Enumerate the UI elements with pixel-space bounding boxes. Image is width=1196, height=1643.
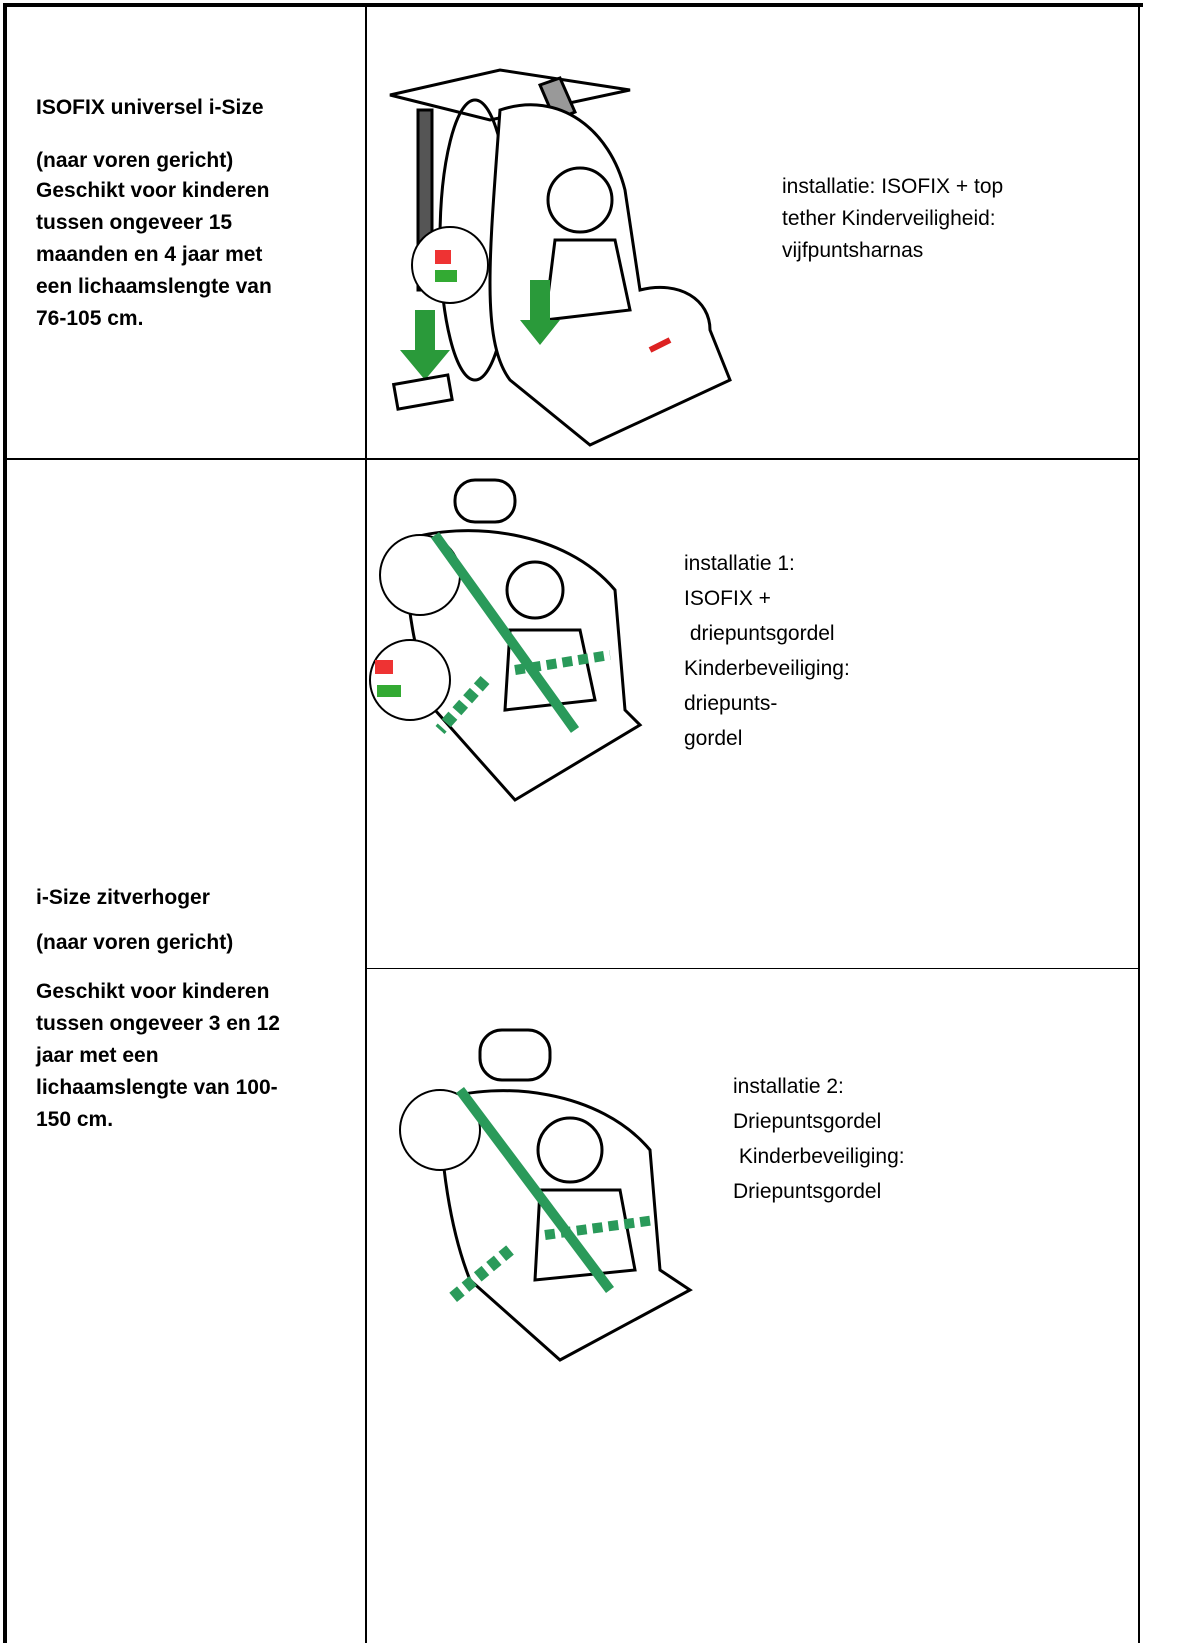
installation-line: driepuntsgordel (684, 622, 835, 645)
description-line: jaar met een (36, 1044, 159, 1067)
installation-line: ISOFIX + (684, 587, 771, 610)
installation-line: installatie 1: (684, 552, 795, 575)
installation-line: Kinderbeveiliging: (684, 657, 850, 680)
installation-line: installatie 2: (733, 1075, 844, 1098)
title: ISOFIX universel i-Size (36, 96, 264, 119)
description: Geschikt voor kinderen tussen ongeveer 3 … (36, 976, 280, 1136)
installation-line: driepunts- (684, 692, 778, 715)
installation-line: Driepuntsgordel (733, 1110, 882, 1133)
row-title: ISOFIX universel i-Size (36, 92, 264, 124)
installation-line: gordel (684, 727, 743, 750)
description-line: maanden en 4 jaar met (36, 243, 263, 266)
row-subtitle: (naar voren gericht) (36, 927, 233, 959)
column-divider (365, 3, 367, 1643)
installation-line: installatie: ISOFIX + top (782, 175, 1004, 198)
sub-row-divider (365, 968, 1140, 969)
illustration-booster-isofix (369, 478, 643, 802)
border-top (3, 3, 1143, 7)
description-line: Geschikt voor kinderen (36, 980, 270, 1003)
description-line: een lichaamslengte van (36, 275, 272, 298)
installation-line: Kinderbeveiliging: (733, 1145, 905, 1168)
description-line: tussen ongeveer 3 en 12 (36, 1012, 280, 1035)
description-line: lichaamslengte van 100- (36, 1076, 278, 1099)
installation: installatie 1: ISOFIX + driepuntsgordel Ki… (684, 546, 850, 756)
installation-line: vijfpuntsharnas (782, 239, 924, 262)
description: Geschikt voor kinderen tussen ongeveer 15… (36, 175, 272, 335)
row-title: i-Size zitverhoger (36, 882, 210, 914)
row-divider (3, 458, 1140, 460)
subtitle: (naar voren gericht) (36, 931, 234, 954)
installation: installatie 2: Driepuntsgordel Kinderbeve… (733, 1069, 905, 1209)
installation: installatie: ISOFIX + top tether Kinderve… (782, 171, 1003, 267)
description-line: tussen ongeveer 15 (36, 211, 233, 234)
description-line: 150 cm. (36, 1108, 114, 1131)
description-line: Geschikt voor kinderen (36, 179, 270, 202)
border-right (1138, 3, 1140, 1643)
installation-line: tether Kinderveiligheid: (782, 207, 996, 230)
row-subtitle: (naar voren gericht) (36, 145, 233, 177)
title: i-Size zitverhoger (36, 886, 210, 909)
installation-line: Driepuntsgordel (733, 1180, 882, 1203)
description-line: 76-105 cm. (36, 307, 144, 330)
illustration-isofix-harness (389, 68, 732, 447)
subtitle: (naar voren gericht) (36, 149, 234, 172)
illustration-booster-belt (399, 1028, 693, 1362)
border-left (3, 3, 7, 1643)
